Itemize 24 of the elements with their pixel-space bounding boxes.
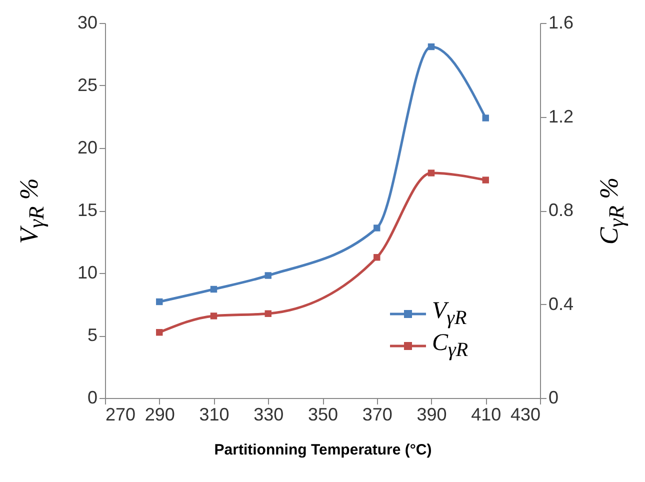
y-tick-label: 30 — [77, 12, 98, 32]
x-tick-label: 270 — [106, 404, 136, 424]
x-tick-label: 330 — [254, 404, 284, 424]
x-tick-label: 410 — [471, 404, 502, 424]
x-tick-label: 430 — [510, 404, 540, 424]
y-tick-label: 15 — [77, 200, 98, 220]
x-tick-label: 310 — [199, 404, 230, 424]
y2-tick-label: 0 — [548, 388, 559, 408]
y2-tick-label: 0.4 — [548, 294, 574, 314]
y2-tick-label: 1.2 — [548, 106, 574, 126]
x-tick-label: 350 — [308, 404, 338, 424]
y-tick-label: 10 — [77, 262, 98, 282]
x-tick-label: 290 — [144, 404, 175, 424]
y-tick-label: 0 — [87, 388, 98, 408]
y-tick-label: 20 — [77, 138, 98, 158]
legend-label: V$_{γR}$ — [432, 298, 467, 330]
x-tick-label: 390 — [416, 404, 447, 424]
x-axis-title: Partitionning Temperature (°C) — [214, 442, 432, 458]
y2-tick-label: 0.8 — [548, 200, 574, 220]
x-tick-label: 370 — [362, 404, 392, 424]
y2-tick-label: 1.6 — [548, 12, 574, 32]
y-tick-label: 5 — [87, 325, 98, 345]
y-tick-label: 25 — [77, 75, 98, 95]
legend-label: C$_{γR}$ — [432, 330, 468, 362]
